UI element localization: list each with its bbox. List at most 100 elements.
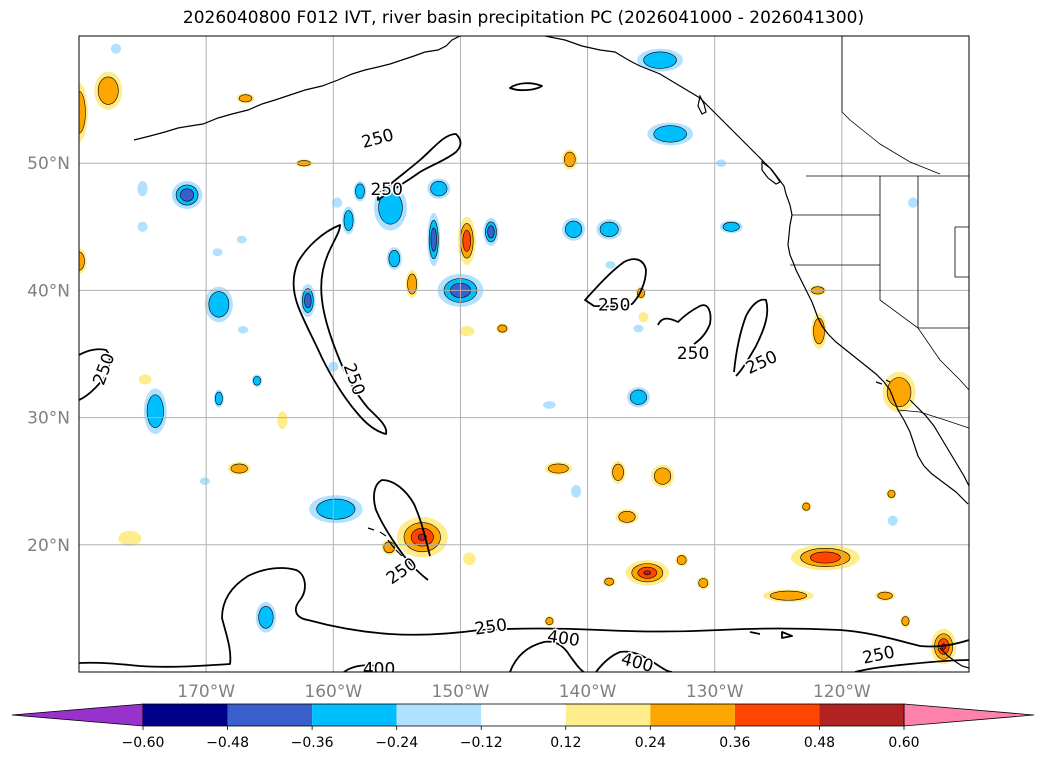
baja-gulf-coast xyxy=(909,399,969,487)
precip-blob-34 xyxy=(886,488,897,500)
precip-blob-67-level-2 xyxy=(146,394,164,429)
precip-blob-45 xyxy=(332,197,343,208)
colorbar-tick-label-2: −0.36 xyxy=(291,735,334,751)
ivt-contour-250-hawaii xyxy=(373,479,431,581)
precip-blob-47-level-3 xyxy=(430,227,437,252)
precip-blob-44-level-2 xyxy=(343,210,354,231)
precip-blob-63-level-3 xyxy=(304,293,312,309)
precip-blob-13 xyxy=(277,411,288,430)
us-west-coast xyxy=(785,193,899,411)
ivt-contours xyxy=(79,82,969,672)
political-borders xyxy=(790,36,969,429)
precip-blob-53 xyxy=(605,261,616,269)
precip-blob-45-level-1 xyxy=(332,197,343,208)
oregon-border xyxy=(790,176,881,266)
precip-blob-62 xyxy=(237,326,249,334)
precip-blob-39-level-1 xyxy=(110,43,121,54)
lon-tick-label-4: 130°W xyxy=(686,682,744,702)
ivt-contour-400-southeast xyxy=(595,650,673,672)
precip-blob-74 xyxy=(255,602,277,633)
precip-blob-5-level-2 xyxy=(563,151,576,168)
precip-blob-73 xyxy=(571,485,582,498)
precip-shading-layer xyxy=(79,43,957,665)
precip-blob-23-level-4 xyxy=(643,570,652,576)
baja-california-coast xyxy=(897,409,969,505)
precip-blob-72-level-1 xyxy=(633,324,644,333)
precip-blob-12-level-1 xyxy=(138,374,152,385)
chart-title: 2026040800 F012 IVT, river basin precipi… xyxy=(182,8,865,28)
contour-label-4: 250 xyxy=(598,296,630,316)
precip-blob-29 xyxy=(763,589,814,603)
precip-blob-14-level-2 xyxy=(230,463,248,474)
ivt-contour-250-left-edge xyxy=(79,348,111,401)
precip-blob-68 xyxy=(199,477,210,486)
precip-blob-59-level-1 xyxy=(236,235,247,244)
colorbar-tick-label-8: 0.48 xyxy=(804,735,835,751)
precip-blob-66 xyxy=(213,389,224,408)
colorbar-segment-7 xyxy=(734,704,820,726)
precip-blob-40-level-2 xyxy=(653,125,687,143)
precip-blob-9 xyxy=(496,323,509,334)
precip-blob-73-level-1 xyxy=(571,485,582,498)
precip-blob-5 xyxy=(562,149,578,170)
precip-blob-57-level-1 xyxy=(137,181,148,197)
precip-blob-8-level-1 xyxy=(459,326,475,337)
precip-blob-57 xyxy=(137,181,148,197)
colorbar-segment-1 xyxy=(227,704,313,726)
lat-tick-label-1: 30°N xyxy=(27,409,70,429)
precip-blob-51 xyxy=(562,217,586,241)
precip-blob-25-level-2 xyxy=(698,578,709,588)
precip-blob-43-level-2 xyxy=(355,183,365,199)
precip-blob-52 xyxy=(596,219,622,240)
ivt-contour-north-small xyxy=(509,82,543,92)
precip-blob-31 xyxy=(930,628,957,665)
precip-blob-71 xyxy=(626,387,650,408)
channel-islands xyxy=(875,379,891,385)
precip-blob-0 xyxy=(94,71,123,110)
precip-blob-66-level-2 xyxy=(214,391,223,406)
ivt-contour-250-east-center xyxy=(584,258,647,308)
precip-blob-15-level-2 xyxy=(547,463,569,474)
contour-label-1: 250 xyxy=(370,180,402,200)
precip-blob-32 xyxy=(900,614,911,628)
precip-blob-7-level-2 xyxy=(407,273,417,295)
precip-blob-59 xyxy=(236,235,247,244)
precip-blob-17 xyxy=(651,464,675,488)
precip-blob-30-level-2 xyxy=(877,591,893,600)
precip-blob-65-level-2 xyxy=(253,375,261,386)
precip-blob-61-level-2 xyxy=(208,291,230,318)
precip-blob-53-level-1 xyxy=(605,261,616,269)
mexico-us-border xyxy=(897,409,969,429)
gulf-of-alaska-coast xyxy=(544,36,787,195)
precip-blob-58 xyxy=(137,221,148,232)
precip-blob-70-level-1 xyxy=(543,401,556,409)
map-background xyxy=(79,36,969,672)
precip-blob-62-level-1 xyxy=(237,326,249,334)
hawaii-islands xyxy=(367,527,403,557)
precip-blob-24 xyxy=(675,553,689,567)
precip-blob-2 xyxy=(79,248,87,274)
precip-blob-54-level-2 xyxy=(722,221,740,232)
precip-blob-30 xyxy=(874,590,896,601)
gridlines xyxy=(79,36,969,672)
precip-blob-23 xyxy=(625,560,669,586)
colorbar: −0.60 −0.48 −0.36 −0.24 −0.12 0.12 0.24 0.36 0.4… xyxy=(11,703,1035,751)
precip-blob-6-level-3 xyxy=(462,229,472,252)
precip-blob-3-level-2 xyxy=(238,94,253,103)
colorbar-over-extension xyxy=(903,703,1035,727)
precip-blob-18-level-2 xyxy=(618,511,636,523)
precip-blob-72 xyxy=(633,324,644,333)
precip-blob-37 xyxy=(882,371,916,413)
precip-blob-22-level-1 xyxy=(462,552,476,566)
precip-blob-14 xyxy=(227,462,251,475)
precip-blob-41-level-2 xyxy=(643,51,677,69)
precip-blob-19 xyxy=(118,530,142,547)
colorbar-segment-5 xyxy=(565,704,651,726)
lon-tick-label-3: 140°W xyxy=(559,682,617,702)
precip-blob-63 xyxy=(300,284,316,318)
precip-blob-27-level-2 xyxy=(545,617,554,626)
precip-blob-47 xyxy=(427,212,441,267)
ivt-contour-small-south xyxy=(749,631,793,639)
precip-blob-33-level-2 xyxy=(802,502,811,511)
lat-tick-label-3: 50°N xyxy=(27,154,70,174)
